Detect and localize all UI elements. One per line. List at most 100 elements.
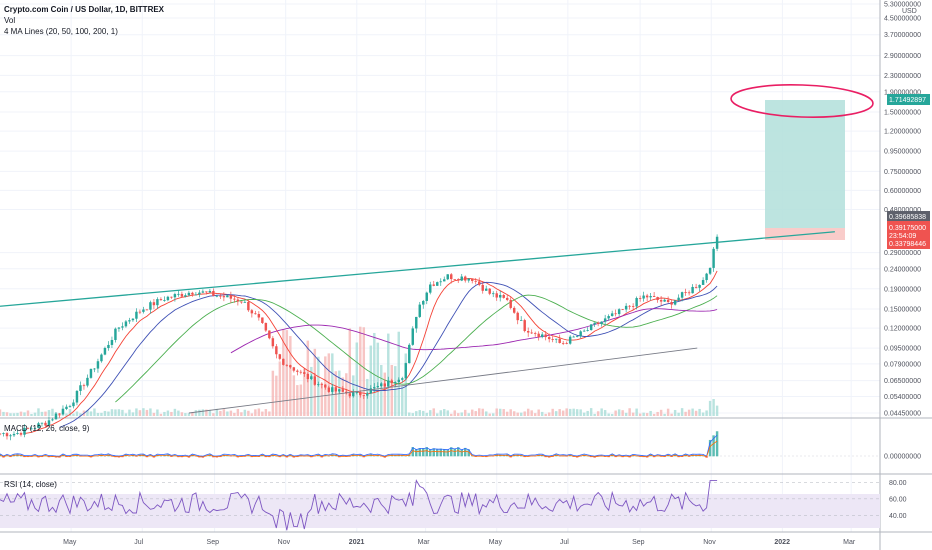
candle-body	[621, 309, 624, 311]
candle-body	[369, 388, 373, 394]
volume-bar	[96, 412, 100, 416]
candle-body	[387, 380, 390, 387]
candle-body	[250, 310, 254, 314]
candle-body	[331, 387, 334, 392]
volume-bar	[656, 411, 659, 416]
countdown-label: 23:54:09	[889, 233, 916, 240]
volume-bar	[215, 408, 219, 416]
macd-histogram-bar	[422, 448, 425, 457]
candle-body	[600, 321, 603, 324]
volume-bar	[72, 413, 75, 416]
volume-bar	[229, 410, 233, 416]
vol-label: Vol	[4, 16, 15, 25]
target-price-label: 1.71492897	[889, 97, 926, 104]
candle-body	[659, 300, 663, 302]
volume-bar	[0, 409, 2, 416]
candle-body	[296, 370, 299, 372]
candle-body	[443, 279, 446, 282]
candle-body	[261, 317, 264, 323]
candle-body	[656, 296, 659, 301]
candle-body	[121, 326, 124, 328]
current-price-label: 0.39175000	[889, 225, 926, 232]
volume-bar	[432, 408, 435, 416]
volume-bar	[457, 413, 460, 416]
volume-bar	[278, 361, 282, 416]
candle-body	[282, 358, 285, 365]
volume-bar	[422, 410, 425, 416]
candle-body	[547, 337, 551, 340]
volume-bar	[247, 410, 250, 416]
candle-body	[610, 313, 614, 317]
candle-body	[572, 336, 575, 338]
candle-body	[292, 367, 296, 371]
volume-bar	[100, 412, 103, 416]
volume-bar	[236, 408, 240, 416]
candle-body	[54, 413, 58, 420]
volume-bar	[621, 410, 624, 416]
volume-bar	[530, 410, 533, 416]
candle-body	[523, 320, 526, 332]
candle-body	[327, 387, 331, 392]
candle-body	[37, 423, 40, 429]
time-tick: Nov	[703, 539, 716, 546]
candle-body	[12, 433, 16, 436]
candle-body	[415, 316, 418, 329]
candle-body	[96, 361, 100, 369]
candle-body	[299, 371, 303, 373]
candle-body	[86, 377, 89, 386]
price-tick: 2.90000000	[884, 53, 921, 60]
candle-body	[355, 392, 359, 394]
volume-bar	[159, 413, 163, 416]
volume-bar	[582, 412, 586, 416]
volume-bar	[16, 412, 19, 416]
candle-body	[166, 296, 170, 301]
volume-bar	[110, 409, 114, 416]
volume-bar	[222, 409, 226, 416]
time-tick: Nov	[278, 539, 291, 546]
volume-bar	[184, 413, 187, 416]
candle-body	[180, 293, 184, 297]
price-tick: 0.12000000	[884, 326, 921, 333]
candle-body	[100, 354, 103, 362]
volume-bar	[310, 366, 313, 416]
macd-histogram-bar	[443, 448, 446, 457]
candle-body	[205, 291, 208, 293]
volume-bar	[439, 410, 442, 416]
macd-histogram-bar	[715, 431, 719, 457]
volume-bar	[453, 410, 456, 416]
volume-bar	[610, 413, 614, 416]
price-tick: 0.60000000	[884, 188, 921, 195]
volume-bar	[341, 377, 345, 416]
volume-bar	[26, 410, 30, 416]
annotation-circle[interactable]	[730, 83, 874, 120]
volume-bar	[275, 375, 278, 416]
candle-body	[163, 300, 166, 301]
volume-bar	[271, 370, 275, 416]
volume-bar	[37, 408, 40, 416]
candle-body	[289, 365, 292, 368]
volume-bar	[198, 409, 201, 416]
candle-body	[376, 386, 380, 388]
volume-bar	[30, 413, 33, 416]
candle-body	[526, 331, 530, 333]
candle-body	[530, 332, 533, 334]
volume-bar	[565, 408, 568, 416]
candle-body	[603, 318, 607, 322]
drawn-lines[interactable]	[0, 231, 835, 414]
ma100-line	[115, 294, 718, 403]
macd-histogram-bar	[453, 448, 456, 457]
candle-body	[519, 320, 523, 321]
volume-bar	[561, 410, 565, 416]
macd-histogram-bar	[712, 435, 715, 457]
candle-body	[23, 427, 26, 435]
volume-bar	[117, 409, 121, 416]
candle-body	[352, 392, 355, 397]
candle-body	[30, 428, 33, 430]
volume-bar	[93, 408, 96, 416]
candle-body	[498, 294, 502, 298]
volume-bar	[142, 408, 145, 416]
target-zone[interactable]	[765, 100, 845, 228]
candle-body	[366, 393, 369, 396]
candle-body	[422, 300, 425, 305]
